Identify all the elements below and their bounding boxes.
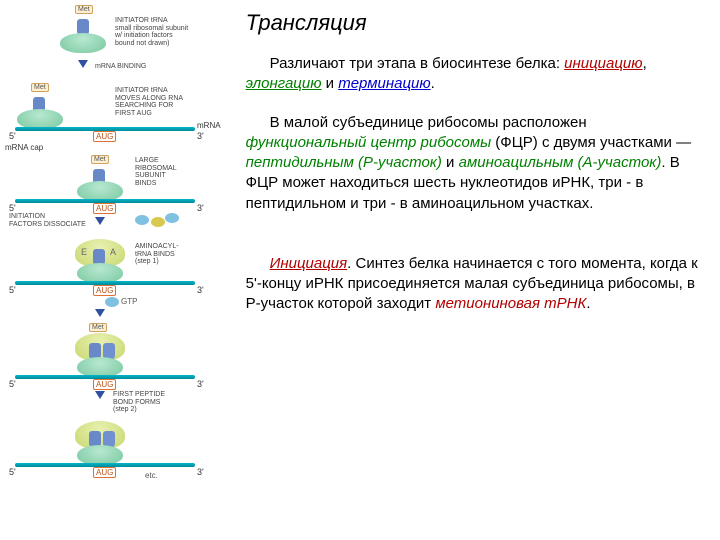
aug-codon: AUG bbox=[93, 467, 116, 478]
link-initiation: инициацию bbox=[564, 55, 642, 72]
em-fcr: функциональный центр рибосомы bbox=[246, 134, 492, 151]
note-aa-trna: AMINOACYL-tRNA BINDS(step 1) bbox=[135, 243, 195, 266]
a-site: A bbox=[110, 247, 116, 257]
arrow-icon bbox=[78, 60, 88, 68]
em-met-trna: метиониновая тРНК bbox=[435, 295, 586, 312]
diagram-step-6: 5' 3' AUG etc. bbox=[5, 415, 221, 485]
text: , bbox=[643, 55, 647, 72]
three-prime: 3' bbox=[197, 203, 204, 213]
small-subunit bbox=[17, 109, 63, 129]
note-large-binds: LARGERIBOSOMALSUBUNITBINDS bbox=[135, 157, 195, 188]
note-searching: INITIATOR tRNAMOVES ALONG RNASEARCHING F… bbox=[115, 87, 205, 118]
text: (ФЦР) с двумя участками — bbox=[491, 134, 691, 151]
gtp-label: GTP bbox=[121, 297, 137, 306]
five-prime: 5' bbox=[9, 131, 16, 141]
cap-label: mRNA cap bbox=[5, 143, 43, 152]
translation-diagram: Met INITIATOR tRNAsmall ribosomal subuni… bbox=[0, 0, 226, 540]
paragraph-initiation: Инициация. Синтез белка начинается с тог… bbox=[246, 254, 705, 315]
met-label: Met bbox=[91, 155, 109, 164]
three-prime: 3' bbox=[197, 467, 204, 477]
link-termination: терминацию bbox=[338, 75, 430, 92]
met-label: Met bbox=[89, 323, 107, 332]
page-title: Трансляция bbox=[246, 10, 705, 36]
diagram-step-1: Met INITIATOR tRNAsmall ribosomal subuni… bbox=[5, 5, 221, 83]
five-prime: 5' bbox=[9, 379, 16, 389]
paragraph-stages: Различают три этапа в биосинтезе белка: … bbox=[246, 54, 705, 95]
text: и bbox=[442, 154, 459, 171]
note-mrna-binding: mRNA BINDING bbox=[95, 63, 185, 71]
small-subunit bbox=[77, 263, 123, 283]
note-initiator: INITIATOR tRNAsmall ribosomal subunitw/ … bbox=[115, 17, 205, 48]
diagram-step-3: Met 5' 3' AUG INITIATIONFACTORS DISSOCIA… bbox=[5, 155, 221, 233]
initiation-factor bbox=[151, 217, 165, 227]
five-prime: 5' bbox=[9, 285, 16, 295]
etc-label: etc. bbox=[145, 471, 158, 480]
initiation-factor bbox=[135, 215, 149, 225]
em-a-site: аминоацильным (А-участок) bbox=[459, 154, 662, 171]
arrow-icon bbox=[95, 309, 105, 317]
text-column: Трансляция Различают три этапа в биосинт… bbox=[226, 0, 720, 540]
small-subunit bbox=[77, 181, 123, 201]
text: Различают три этапа в биосинтезе белка: bbox=[270, 55, 565, 72]
small-subunit bbox=[77, 445, 123, 465]
five-prime: 5' bbox=[9, 467, 16, 477]
paragraph-fcr: В малой субъединице рибосомы расположен … bbox=[246, 113, 705, 214]
small-subunit bbox=[77, 357, 123, 377]
note-peptide-bond: FIRST PEPTIDEBOND FORMS(step 2) bbox=[113, 391, 203, 414]
aug-codon: AUG bbox=[93, 285, 116, 296]
link-elongation: элонгацию bbox=[246, 75, 322, 92]
met-label: Met bbox=[31, 83, 49, 92]
mrna-label: mRNA bbox=[197, 121, 221, 130]
initiation-factor bbox=[165, 213, 179, 223]
small-subunit bbox=[60, 33, 106, 53]
em-p-site: пептидильным (Р-участок) bbox=[246, 154, 442, 171]
aug-codon: AUG bbox=[93, 379, 116, 390]
three-prime: 3' bbox=[197, 131, 204, 141]
three-prime: 3' bbox=[197, 379, 204, 389]
text: . bbox=[586, 295, 590, 312]
text: . bbox=[431, 75, 435, 92]
arrow-icon bbox=[95, 217, 105, 225]
three-prime: 3' bbox=[197, 285, 204, 295]
e-site: E bbox=[81, 247, 87, 257]
diagram-step-4: E A 5' 3' AUG GTP AMINOACYL-tRNA BINDS(s… bbox=[5, 233, 221, 325]
link-initiation-2: Инициация bbox=[270, 255, 348, 272]
five-prime: 5' bbox=[9, 203, 16, 213]
diagram-step-5: Met 5' 3' AUG FIRST PEPTIDEBOND FORMS(st… bbox=[5, 325, 221, 415]
text: и bbox=[322, 75, 339, 92]
diagram-step-2: Met 5' 3' AUG mRNA mRNA cap INITIATOR tR… bbox=[5, 83, 221, 155]
text: В малой субъединице рибосомы расположен bbox=[270, 114, 587, 131]
met-label: Met bbox=[75, 5, 93, 14]
aug-codon: AUG bbox=[93, 131, 116, 142]
gtp-factor bbox=[105, 297, 119, 307]
note-dissociate: INITIATIONFACTORS DISSOCIATE bbox=[9, 213, 99, 228]
arrow-icon bbox=[95, 391, 105, 399]
